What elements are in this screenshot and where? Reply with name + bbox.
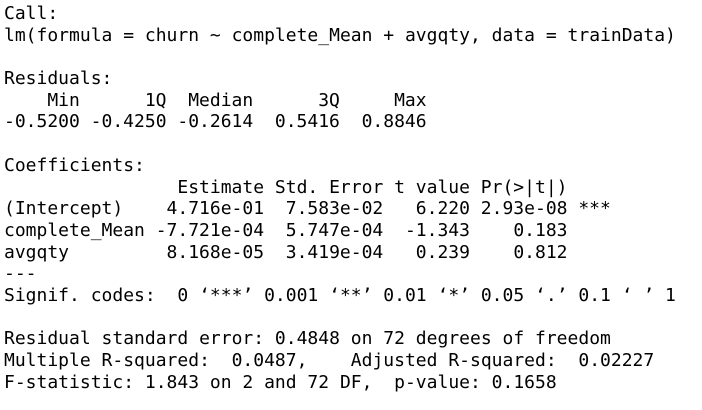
residual-header: Median (188, 89, 254, 111)
residual-value: -0.2614 (177, 111, 254, 133)
residual-value: 0.5416 (274, 111, 340, 133)
coef-cell: 6.220 (415, 198, 470, 220)
coef-cell: 7.583e-02 (285, 198, 384, 220)
coef-header: t value (394, 176, 470, 198)
signif-codes: Signif. codes: 0 ‘***’ 0.001 ‘**’ 0.01 ‘… (4, 284, 676, 306)
residual-header: Min (47, 89, 80, 111)
coef-cell: 4.716e-01 (166, 198, 265, 220)
summary-line: F-statistic: 1.843 on 2 and 72 DF, p-val… (4, 371, 557, 393)
coef-header: Std. Error (274, 176, 384, 198)
coef-cell: 5.747e-04 (285, 219, 384, 241)
residual-header: 1Q (144, 89, 167, 111)
coef-cell: 2.93e-08 (480, 198, 568, 220)
coef-cell: -1.343 (404, 219, 470, 241)
coef-header: Estimate (177, 176, 265, 198)
residual-header: Max (394, 89, 427, 111)
coef-name: complete_Mean (4, 219, 145, 241)
coef-cell: 8.168e-05 (166, 241, 265, 263)
coefficients-label: Coefficients: (4, 154, 145, 176)
residual-header: 3Q (318, 89, 340, 111)
coef-signif: *** (578, 198, 611, 220)
coef-row: (Intercept) 4.716e-01 7.583e-02 6.220 2.93e-… (4, 198, 702, 220)
coef-name: avgqty (4, 241, 70, 263)
call-label: Call: (4, 3, 59, 24)
coef-name: (Intercept) (4, 198, 124, 220)
coef-cell: 0.239 (415, 241, 470, 263)
coef-cell: -7.721e-04 (155, 219, 265, 241)
coef-cell: 0.183 (513, 219, 568, 241)
coef-header: Pr(>|t|) (480, 176, 568, 198)
residuals-label: Residuals: (4, 68, 113, 90)
summary-line: Residual standard error: 0.4848 on 72 de… (4, 328, 611, 350)
separator: --- (4, 263, 37, 285)
summary-line: Multiple R-squared: 0.0487, Adjusted R-s… (4, 350, 655, 371)
residual-value: 0.8846 (361, 111, 427, 133)
residual-value: -0.5200 (4, 111, 80, 133)
coef-cell: 3.419e-04 (285, 241, 384, 263)
coef-row: complete_Mean -7.721e-04 5.747e-04 -1.343 0.… (4, 220, 702, 242)
residual-value: -0.4250 (90, 111, 167, 133)
coef-cell: 0.812 (513, 241, 568, 263)
coef-row: avgqty 8.168e-05 3.419e-04 0.239 0.812 (4, 242, 702, 264)
call-formula: lm(formula = churn ~ complete_Mean + avg… (4, 24, 676, 46)
